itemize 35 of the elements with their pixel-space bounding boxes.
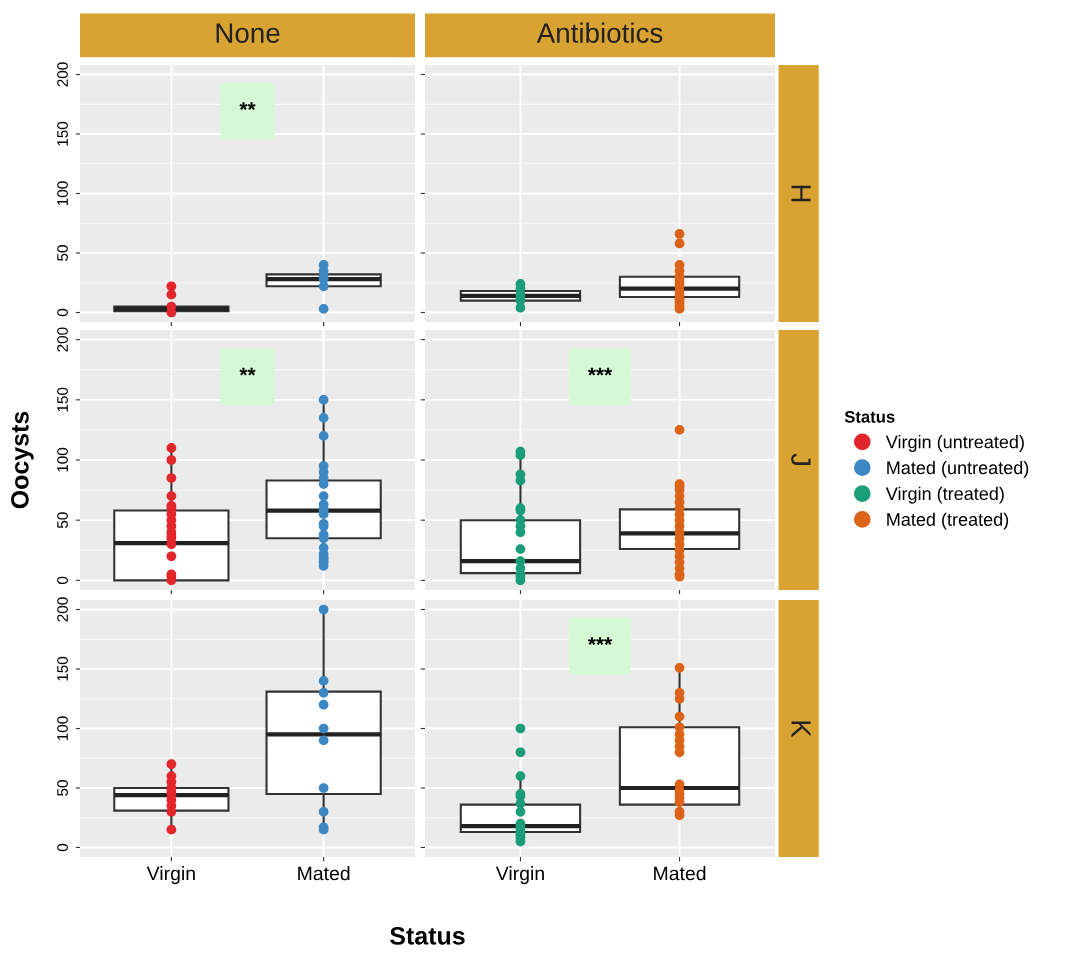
y2-axis-title: K [791, 721, 811, 738]
y-tick-label: 200 [57, 62, 68, 87]
legend-label: Virgin (treated) [885, 486, 1004, 504]
annotation: ** [239, 367, 256, 376]
legend-label: Mated (treated) [887, 512, 1009, 530]
chart-title: Antibiotics [536, 22, 663, 43]
y-tick-label: 100 [57, 716, 68, 741]
x-tick-label: Mated [654, 866, 706, 881]
y-tick-label: 150 [57, 656, 68, 681]
annotation: *** [587, 637, 613, 646]
annotation: *** [587, 367, 613, 376]
legend-title: Status [844, 410, 895, 423]
chart-title: None [216, 23, 280, 43]
y-tick-label: 50 [57, 512, 68, 529]
y-tick-label: 100 [57, 181, 68, 206]
y-tick-label: 50 [57, 245, 68, 261]
annotation: ** [239, 102, 256, 111]
y-tick-label: 0 [57, 308, 68, 317]
y-tick-label: 200 [57, 327, 68, 352]
legend-label: Mated (untreated) [887, 460, 1029, 478]
y-tick-label: 0 [57, 843, 68, 852]
y-tick-label: 150 [57, 121, 68, 146]
y-tick-label: 150 [57, 387, 68, 412]
x-tick-label: Virgin [146, 866, 195, 885]
legend-label: Virgin (untreated) [885, 435, 1024, 452]
x-tick-label: Virgin [495, 866, 544, 885]
x-tick-label: Mated [298, 866, 350, 881]
x-axis-title: Status [390, 927, 465, 945]
y2-axis-title: H [791, 185, 811, 202]
y-tick-label: 50 [57, 780, 68, 796]
y-tick-label: 100 [57, 447, 68, 472]
y-axis-title: Oocysts [11, 411, 34, 509]
y2-axis-title: J [791, 453, 811, 465]
y-tick-label: 200 [57, 597, 68, 622]
y-tick-label: 0 [57, 576, 68, 585]
